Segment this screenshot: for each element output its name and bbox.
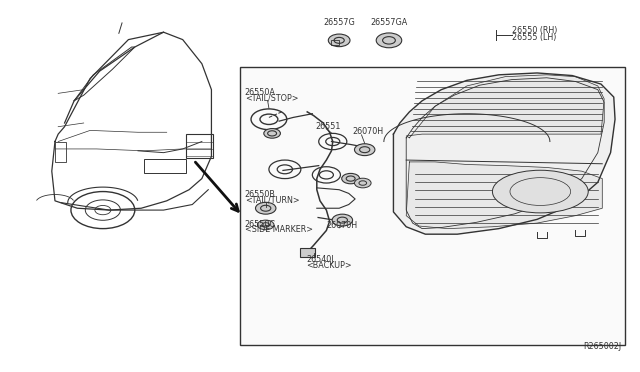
Text: 26070H: 26070H [326,221,358,230]
Circle shape [257,220,274,230]
Text: 26557GA: 26557GA [371,18,408,28]
Bar [186,134,212,158]
Circle shape [342,173,360,184]
Polygon shape [406,162,602,229]
Text: 26555 (LH): 26555 (LH) [511,33,556,42]
Polygon shape [406,75,604,138]
Text: 26550A: 26550A [244,88,275,97]
Text: <TAIL/TURN>: <TAIL/TURN> [244,196,300,205]
Text: <TAIL/STOP>: <TAIL/STOP> [244,94,298,103]
Text: 26550C: 26550C [244,220,276,229]
Circle shape [355,178,371,188]
Ellipse shape [492,170,588,213]
Bar [300,248,315,257]
Circle shape [328,34,350,46]
Circle shape [255,202,276,214]
Text: R265002J: R265002J [583,342,621,351]
Text: 26551: 26551 [315,122,340,131]
Circle shape [355,144,375,155]
Bar [332,40,339,45]
Text: 26557G: 26557G [323,18,355,28]
Bar [240,67,625,345]
Circle shape [376,33,402,48]
Bar [145,159,186,173]
Circle shape [332,214,353,226]
Text: 26550 (RH): 26550 (RH) [511,26,557,35]
Text: <BACKUP>: <BACKUP> [306,260,351,270]
Text: 26550B: 26550B [244,190,275,199]
Text: 26070H: 26070H [352,127,383,136]
Polygon shape [394,73,615,234]
Text: 26540J: 26540J [306,255,333,264]
Circle shape [264,129,280,138]
Bar [55,141,67,162]
Text: <SIDE MARKER>: <SIDE MARKER> [244,225,313,234]
